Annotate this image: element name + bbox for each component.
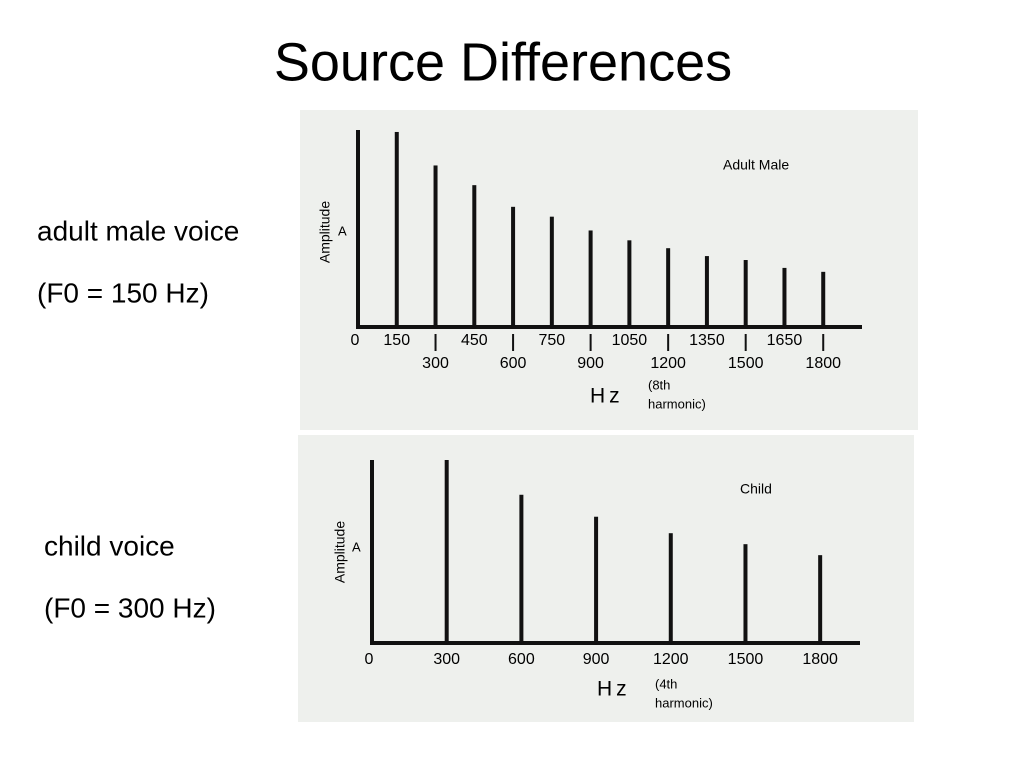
x-tick-label: 1500 bbox=[728, 651, 764, 668]
harmonic-bar bbox=[666, 248, 671, 327]
harmonic-bar bbox=[743, 260, 748, 327]
x-tick-label: 750 bbox=[538, 332, 565, 349]
x-tick-label: 900 bbox=[583, 651, 610, 668]
x-tick-label: 1200 bbox=[653, 651, 689, 668]
x-tick-label: 600 bbox=[500, 355, 527, 372]
harmonic-bar bbox=[594, 516, 599, 643]
x-tick-label: 1350 bbox=[689, 332, 725, 349]
harmonic-bar bbox=[588, 230, 593, 327]
slide-title: Source Differences bbox=[274, 32, 732, 92]
chart-panel bbox=[300, 110, 918, 430]
x-tick-label: 1200 bbox=[650, 355, 686, 372]
harmonic-bar bbox=[394, 131, 399, 327]
y-marker: A bbox=[338, 223, 347, 238]
x-axis-label: Hz bbox=[597, 678, 631, 701]
harmonic-bar bbox=[821, 271, 826, 327]
harmonic-bar bbox=[818, 555, 823, 643]
x-tick-label: 1650 bbox=[767, 332, 803, 349]
x-tick-label: 150 bbox=[383, 332, 410, 349]
x-tick-label: 300 bbox=[422, 355, 449, 372]
y-marker: A bbox=[352, 539, 361, 554]
harmonic-bar bbox=[444, 460, 449, 643]
chart-panel bbox=[298, 435, 914, 722]
x-tick-label: 900 bbox=[577, 355, 604, 372]
harmonic-bar bbox=[511, 206, 516, 327]
chart-title: Adult Male bbox=[723, 157, 789, 173]
side-label: adult male voice bbox=[37, 215, 239, 246]
harmonic-bar bbox=[472, 185, 477, 327]
chart-title: Child bbox=[740, 481, 772, 497]
x-tick-label: 1800 bbox=[805, 355, 841, 372]
harmonic-bar bbox=[549, 216, 554, 327]
annotation: (8th bbox=[648, 377, 670, 392]
annotation: harmonic) bbox=[648, 396, 706, 411]
x-tick-label: 600 bbox=[508, 651, 535, 668]
harmonic-bar bbox=[627, 240, 632, 327]
harmonic-bar bbox=[433, 165, 438, 327]
side-label: (F0 = 300 Hz) bbox=[44, 592, 216, 623]
side-label: (F0 = 150 Hz) bbox=[37, 277, 209, 308]
x-tick-label: 1050 bbox=[612, 332, 648, 349]
annotation: (4th bbox=[655, 676, 677, 691]
harmonic-bar bbox=[782, 267, 787, 327]
x-axis-label: Hz bbox=[590, 385, 624, 408]
x-tick-label: 0 bbox=[351, 332, 360, 349]
y-axis-label: Amplitude bbox=[317, 201, 333, 263]
harmonic-bar bbox=[704, 256, 709, 327]
harmonic-bar bbox=[743, 544, 748, 643]
x-tick-label: 0 bbox=[365, 651, 374, 668]
y-axis-label: Amplitude bbox=[332, 521, 348, 583]
x-tick-label: 1800 bbox=[802, 651, 838, 668]
x-tick-label: 300 bbox=[433, 651, 460, 668]
x-tick-label: 450 bbox=[461, 332, 488, 349]
side-label: child voice bbox=[44, 530, 175, 561]
harmonic-bar bbox=[519, 494, 524, 643]
annotation: harmonic) bbox=[655, 695, 713, 710]
x-tick-label: 1500 bbox=[728, 355, 764, 372]
harmonic-bar bbox=[668, 533, 673, 643]
